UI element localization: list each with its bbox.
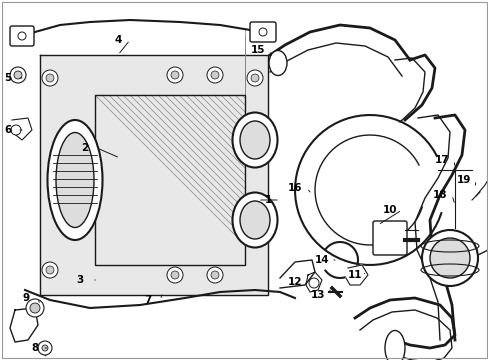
Circle shape <box>14 71 22 79</box>
Ellipse shape <box>232 193 277 248</box>
FancyBboxPatch shape <box>372 221 406 255</box>
Ellipse shape <box>240 121 269 159</box>
Ellipse shape <box>240 201 269 239</box>
Circle shape <box>421 230 477 286</box>
Circle shape <box>30 303 40 313</box>
Circle shape <box>38 341 52 355</box>
Text: 4: 4 <box>114 35 122 45</box>
Text: 7: 7 <box>144 295 151 305</box>
Circle shape <box>167 267 183 283</box>
FancyBboxPatch shape <box>10 26 34 46</box>
Circle shape <box>42 262 58 278</box>
Text: 15: 15 <box>250 45 264 55</box>
Circle shape <box>246 70 263 86</box>
Circle shape <box>26 299 44 317</box>
Circle shape <box>210 271 219 279</box>
Circle shape <box>46 266 54 274</box>
Text: 9: 9 <box>22 293 29 303</box>
Text: 8: 8 <box>31 343 39 353</box>
Text: 18: 18 <box>432 190 447 200</box>
Polygon shape <box>10 308 38 342</box>
Text: 16: 16 <box>287 183 302 193</box>
Circle shape <box>206 67 223 83</box>
Polygon shape <box>346 265 367 285</box>
Circle shape <box>171 71 179 79</box>
Circle shape <box>42 345 48 351</box>
Text: 10: 10 <box>382 205 396 215</box>
Text: 1: 1 <box>264 195 271 205</box>
Text: 6: 6 <box>4 125 12 135</box>
Bar <box>95 95 244 265</box>
Polygon shape <box>40 55 267 295</box>
Text: 11: 11 <box>347 270 362 280</box>
Circle shape <box>206 267 223 283</box>
Text: 3: 3 <box>76 275 83 285</box>
Circle shape <box>42 70 58 86</box>
Text: 19: 19 <box>456 175 470 185</box>
Circle shape <box>259 28 266 36</box>
Circle shape <box>429 238 469 278</box>
Circle shape <box>18 32 26 40</box>
Ellipse shape <box>56 132 94 228</box>
Text: 12: 12 <box>287 277 302 287</box>
Ellipse shape <box>268 50 286 76</box>
Ellipse shape <box>232 112 277 167</box>
Text: 17: 17 <box>434 155 448 165</box>
Circle shape <box>171 271 179 279</box>
Ellipse shape <box>384 330 404 360</box>
Polygon shape <box>280 260 314 288</box>
Text: 13: 13 <box>310 290 325 300</box>
Circle shape <box>167 67 183 83</box>
Circle shape <box>11 125 21 135</box>
Polygon shape <box>12 118 32 140</box>
Text: 5: 5 <box>4 73 12 83</box>
Circle shape <box>46 74 54 82</box>
Circle shape <box>10 67 26 83</box>
Circle shape <box>308 278 318 288</box>
Text: 14: 14 <box>314 255 328 265</box>
Ellipse shape <box>47 120 102 240</box>
Text: 2: 2 <box>81 143 88 153</box>
Circle shape <box>250 74 259 82</box>
Circle shape <box>210 71 219 79</box>
FancyBboxPatch shape <box>249 22 275 42</box>
